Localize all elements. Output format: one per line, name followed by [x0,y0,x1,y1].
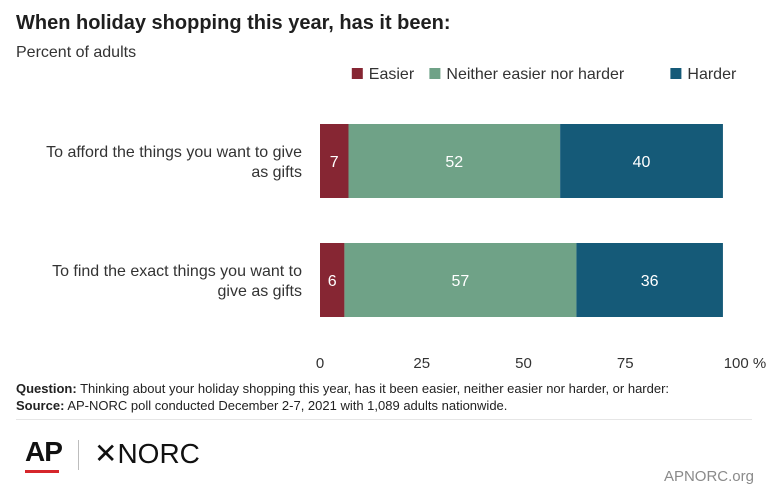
legend-label-2: Harder [687,66,737,83]
category-label-line: To afford the things you want to give [46,144,302,161]
x-tick-label: 50 [515,355,532,372]
category-label: To find the exact things you want to give… [52,263,302,300]
category-label: To afford the things you want to give as … [46,144,302,181]
chart-title: When holiday shopping this year, has it … [16,12,451,34]
category-label-line: give as gifts [218,283,302,300]
question-text: Thinking about your holiday shopping thi… [80,381,670,396]
category-label-line: To find the exact things you want to [52,263,302,280]
ap-logo-underline [25,470,59,473]
chart-notes: Question: Thinking about your holiday sh… [16,380,756,414]
source-note: Source: AP-NORC poll conducted December … [16,397,756,414]
logo-divider [78,440,79,470]
ap-logo: AP [25,436,63,467]
legend-swatch-2 [670,68,682,79]
footer-divider [16,419,752,420]
bar-value-label: 57 [452,273,470,290]
bar-value-label: 52 [445,154,463,171]
category-label-line: as gifts [251,164,302,181]
x-tick-label: 75 [617,355,634,372]
bar-segment [560,124,723,198]
question-note: Question: Thinking about your holiday sh… [16,380,756,397]
bar-segment [320,243,345,317]
bar-value-label: 7 [330,154,339,171]
bar-segment [320,124,349,198]
x-tick-label: 25 [413,355,430,372]
source-text: AP-NORC poll conducted December 2-7, 202… [67,398,508,413]
bar-value-label: 36 [641,273,659,290]
source-label: Source: [16,398,65,413]
x-tick-label: 100 % [724,355,767,372]
question-label: Question: [16,381,77,396]
legend-label-1: Neither easier nor harder [446,66,625,83]
bar-value-label: 6 [328,273,337,290]
bar-segment [344,243,577,317]
chart-subtitle: Percent of adults [16,44,137,61]
x-tick-label: 0 [316,355,324,372]
legend-swatch-1 [429,68,441,79]
norc-logo: ✕NORC [94,438,200,469]
bar-value-label: 40 [633,154,651,171]
legend-swatch-0 [351,68,363,79]
legend-label-0: Easier [369,66,415,83]
bar-segment [576,243,723,317]
bar-segment [348,124,561,198]
site-url: APNORC.org [663,468,754,485]
